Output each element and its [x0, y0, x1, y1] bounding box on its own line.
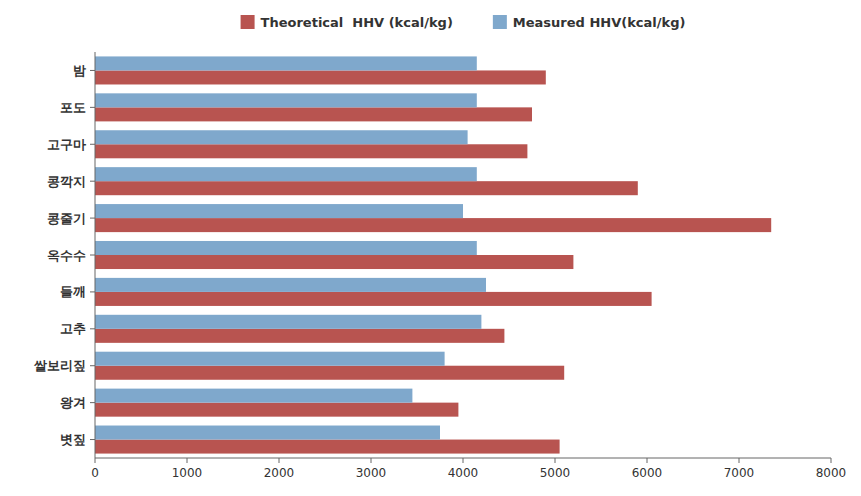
- y-tick-label: 콩깍지: [47, 174, 86, 189]
- x-tick: [463, 458, 464, 463]
- legend: Theoretical HHV (kcal/kg) Measured HHV(kc…: [241, 15, 686, 30]
- y-tick: [90, 144, 95, 145]
- bars: [95, 56, 771, 453]
- x-tick-label: 5000: [540, 466, 571, 480]
- chart-svg: 0 1000 2000 3000 4000 5000 6000 7000 8000 밤포도고구마콩…: [0, 0, 861, 496]
- bar: [95, 366, 564, 380]
- y-tick-label: 고구마: [47, 137, 86, 152]
- bar: [95, 204, 463, 218]
- y-tick: [90, 181, 95, 182]
- y-tick-label: 쌀보리짚: [33, 358, 86, 373]
- legend-label: Theoretical HHV (kcal/kg): [261, 15, 453, 30]
- y-tick: [90, 107, 95, 108]
- x-tick-label: 1000: [172, 466, 203, 480]
- y-tick: [90, 218, 95, 219]
- y-tick-label: 포도: [60, 100, 86, 115]
- x-tick: [95, 458, 96, 463]
- x-tick: [831, 458, 832, 463]
- y-tick-label: 왕겨: [60, 395, 86, 410]
- y-tick: [90, 255, 95, 256]
- x-tick: [279, 458, 280, 463]
- bar: [95, 426, 440, 440]
- y-tick-label: 볏짚: [60, 432, 86, 447]
- x-tick-label: 2000: [264, 466, 295, 480]
- y-tick: [90, 70, 95, 71]
- bar: [95, 167, 477, 181]
- bar: [95, 107, 532, 121]
- bar: [95, 255, 573, 269]
- chart-container: 0 1000 2000 3000 4000 5000 6000 7000 8000 밤포도고구마콩…: [0, 0, 861, 496]
- x-tick-label: 6000: [632, 466, 663, 480]
- x-tick: [739, 458, 740, 463]
- legend-label: Measured HHV(kcal/kg): [513, 15, 686, 30]
- bar: [95, 93, 477, 107]
- x-tick-label: 4000: [448, 466, 479, 480]
- x-tick: [187, 458, 188, 463]
- bar: [95, 389, 412, 403]
- y-tick: [90, 365, 95, 366]
- y-tick: [90, 402, 95, 403]
- bar: [95, 440, 560, 454]
- bar: [95, 130, 468, 144]
- bar: [95, 70, 546, 84]
- axes: 0 1000 2000 3000 4000 5000 6000 7000 8000 밤포도고구마콩…: [33, 52, 846, 480]
- y-tick: [90, 328, 95, 329]
- y-tick-label: 옥수수: [47, 248, 86, 263]
- bar: [95, 278, 486, 292]
- x-tick: [555, 458, 556, 463]
- y-tick: [90, 291, 95, 292]
- bar: [95, 144, 527, 158]
- x-tick-label: 0: [91, 466, 99, 480]
- bar: [95, 292, 652, 306]
- x-tick-label: 8000: [816, 466, 847, 480]
- y-tick-label: 고추: [60, 321, 86, 336]
- y-tick: [90, 439, 95, 440]
- x-tick: [647, 458, 648, 463]
- bar: [95, 181, 638, 195]
- x-tick-label: 7000: [724, 466, 755, 480]
- x-tick: [371, 458, 372, 463]
- legend-swatch: [241, 15, 255, 29]
- y-tick-label: 밤: [73, 63, 86, 78]
- bar: [95, 56, 477, 70]
- bar: [95, 403, 458, 417]
- x-tick-label: 3000: [356, 466, 387, 480]
- bar: [95, 218, 771, 232]
- bar: [95, 241, 477, 255]
- y-tick-label: 들깨: [60, 284, 86, 299]
- bar: [95, 329, 504, 343]
- y-tick-label: 콩줄기: [47, 211, 86, 226]
- bar: [95, 352, 445, 366]
- bar: [95, 315, 481, 329]
- legend-swatch: [493, 15, 507, 29]
